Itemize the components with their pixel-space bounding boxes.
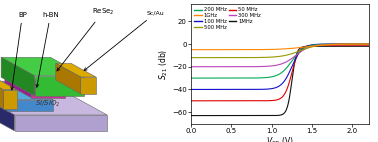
Text: Sc/Au: Sc/Au — [84, 11, 164, 71]
Text: ReSe$_2$: ReSe$_2$ — [57, 7, 114, 71]
Polygon shape — [14, 115, 107, 131]
Polygon shape — [0, 81, 53, 100]
Polygon shape — [0, 77, 17, 90]
Polygon shape — [0, 77, 3, 109]
Polygon shape — [0, 90, 107, 115]
Polygon shape — [81, 77, 96, 94]
Polygon shape — [56, 63, 81, 94]
Polygon shape — [56, 63, 96, 77]
X-axis label: $V_{SD}$ (V): $V_{SD}$ (V) — [266, 135, 294, 142]
Polygon shape — [7, 100, 53, 111]
Polygon shape — [5, 79, 65, 94]
Y-axis label: $S_{21}$ (db): $S_{21}$ (db) — [158, 48, 170, 80]
Text: Cr/Au: Cr/Au — [0, 141, 1, 142]
Polygon shape — [3, 90, 17, 109]
Polygon shape — [35, 76, 84, 96]
Text: h-BN: h-BN — [36, 12, 59, 87]
Polygon shape — [5, 79, 31, 98]
Legend: 200 MHz, 1GHz, 100 MHz, 500 MHz, 50 MHz, 300 MHz, 1MHz: 200 MHz, 1GHz, 100 MHz, 500 MHz, 50 MHz,… — [194, 7, 261, 30]
Text: BP: BP — [11, 12, 27, 90]
Text: Si/SiO$_2$: Si/SiO$_2$ — [35, 99, 60, 109]
Polygon shape — [1, 57, 84, 76]
Polygon shape — [31, 94, 65, 98]
Polygon shape — [0, 81, 7, 111]
Polygon shape — [1, 57, 35, 96]
Polygon shape — [0, 90, 14, 131]
